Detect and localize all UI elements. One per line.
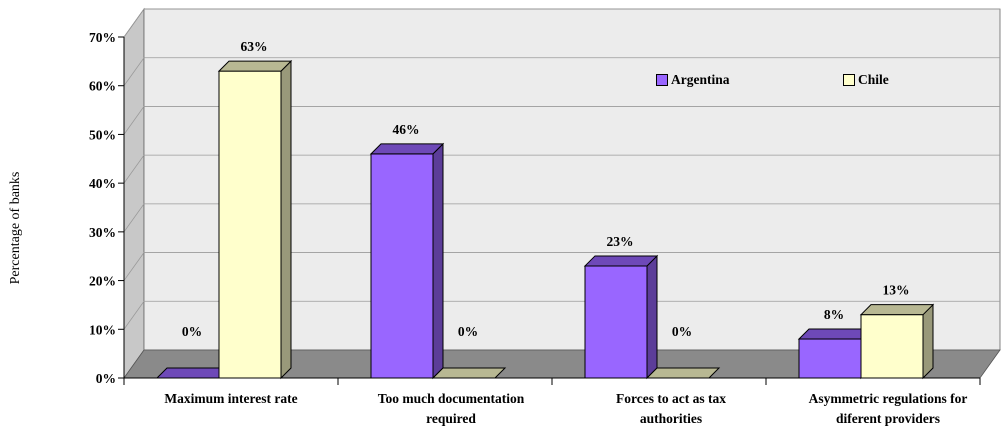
bar-argentina-3 [797,327,873,380]
bar-front [860,314,924,379]
bar-side [922,303,934,380]
bar-top [859,304,935,316]
bar-argentina-2 [583,254,659,380]
bar-front [218,70,282,379]
data-label: 0% [182,324,202,339]
bar-side [280,59,292,380]
gridline [123,300,1000,330]
y-tick-label: 50% [89,127,116,142]
bar-top [217,60,293,72]
data-label: 13% [883,283,910,298]
gridline [123,154,1000,184]
bar-argentina-0 [155,367,231,379]
data-label: 0% [672,324,692,339]
y-tick-label: 10% [89,322,116,337]
bars [155,59,935,380]
gridline [123,203,1000,233]
data-label: 63% [241,39,268,54]
bar-top [583,255,659,267]
bar-front [798,338,862,379]
bar-side [646,254,658,380]
data-label: 8% [824,307,844,322]
axes: 0% 10% 20% 30% 40% 50% 60% 70% [89,30,981,386]
y-tick-label: 40% [89,176,116,191]
category-label-2: Forces to act as tax authorities [616,391,726,426]
gridline [123,8,1000,38]
bar-argentina-1 [369,142,445,380]
gridline [123,57,1000,86]
bar-front [370,153,434,379]
y-tick-label: 30% [89,225,116,240]
data-label: 46% [393,122,420,137]
bar-top [645,367,721,379]
bar-top [155,367,231,379]
y-tick-label: 70% [89,30,116,45]
category-label-1: Too much documentation required [377,391,525,426]
gridline [123,252,1000,281]
y-tick-label: 0% [96,371,116,386]
data-label: 0% [458,324,478,339]
bar-chile-1 [431,367,507,379]
bar-side [432,142,444,380]
data-label: 23% [607,234,634,249]
bar-chile-2 [645,367,721,379]
gridline [123,106,1000,135]
legend-label-argentina: Argentina [671,72,730,87]
gridlines [123,8,1000,379]
legend-label-chile: Chile [858,72,889,87]
bar-chile-0 [217,59,293,380]
legend-swatch-argentina [656,74,668,86]
bar-chile-3 [859,303,935,380]
bar-top [797,328,873,340]
side-wall [123,7,145,380]
category-label-0: Maximum interest rate [164,391,298,406]
legend-item-argentina: Argentina [656,72,730,88]
data-labels: 0% 63% 46% 0% 23% 0% 8% 13% [182,39,910,339]
bar-front [584,265,648,379]
y-tick-label: 20% [89,274,116,289]
y-tick-label: 60% [89,79,116,94]
category-label-3: Asymmetric regulations for diferent prov… [808,391,968,426]
legend-item-chile: Chile [843,72,889,88]
legend-swatch-chile [843,74,855,86]
bar-top [369,143,445,155]
bar-top [431,367,507,379]
y-axis-title: Percentage of banks [8,171,23,285]
